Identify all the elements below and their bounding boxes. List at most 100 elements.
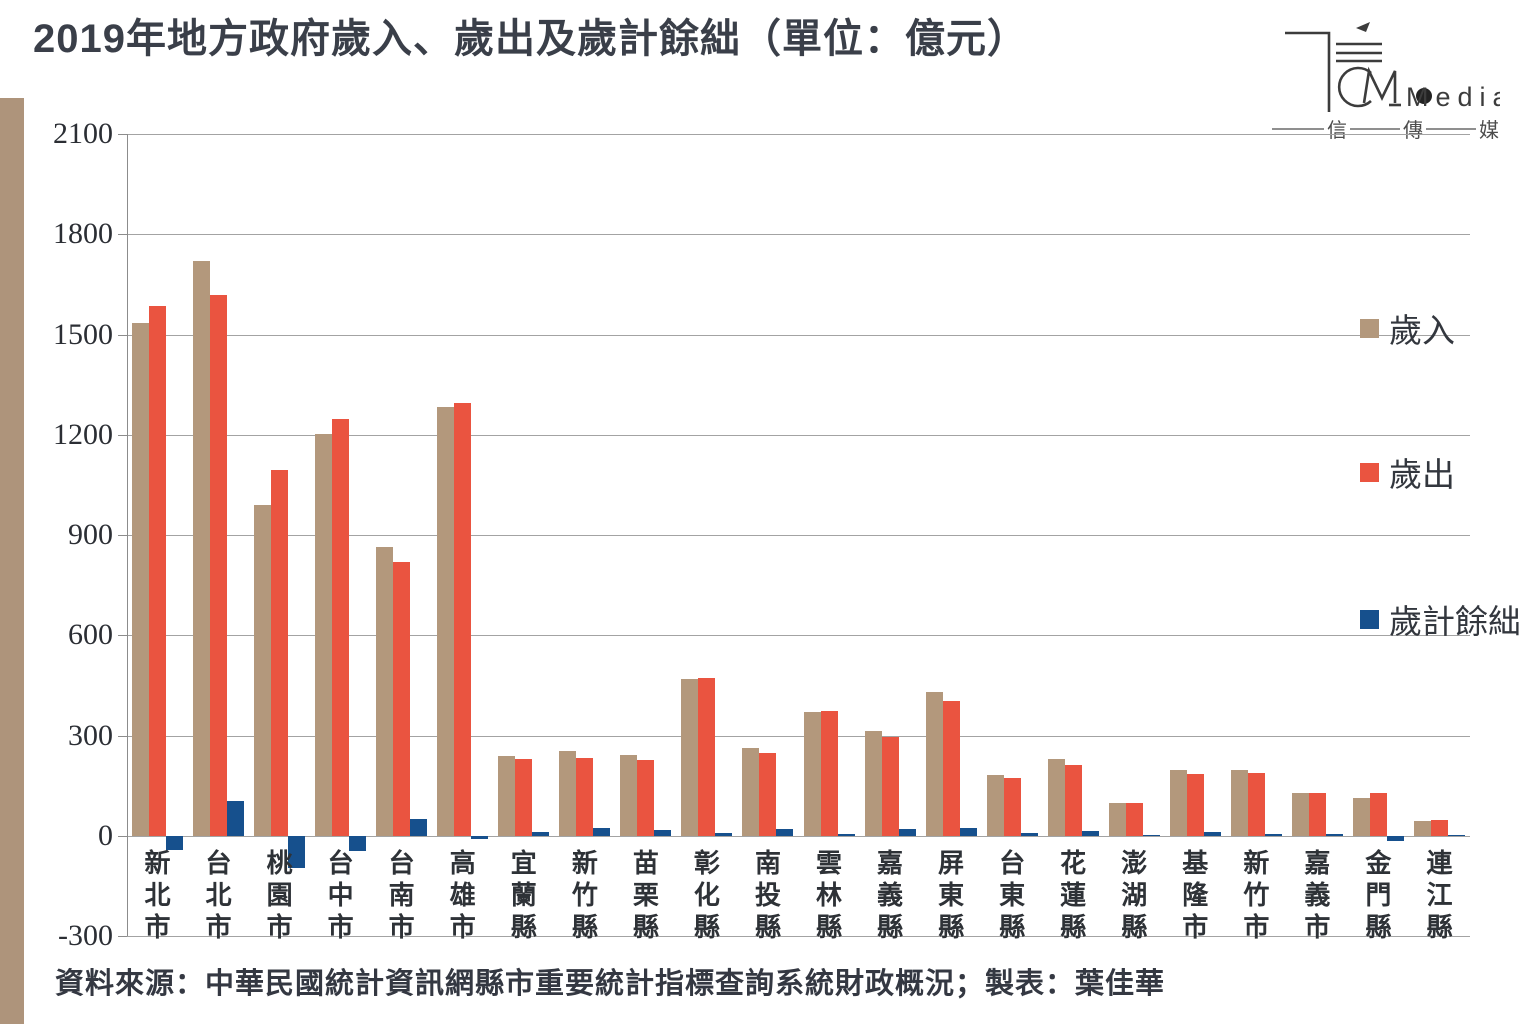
bar-歲入-連江縣 (1413, 820, 1431, 836)
bar-歲入-新北市 (132, 322, 150, 836)
x-label-金門縣: 金 門 縣 (1365, 847, 1392, 942)
gridline-300 (127, 735, 1470, 737)
bar-歲入-苗栗縣 (620, 754, 638, 836)
bar-歲入-新竹市 (1230, 769, 1248, 836)
y-tick-300 (118, 735, 127, 737)
legend-label-歲計餘絀: 歲計餘絀 (1389, 605, 1521, 641)
bar-歲入-台南市 (376, 546, 394, 836)
source-note: 資料來源：中華民國統計資訊網縣市重要統計指標查詢系統財政概況；製表：葉佳華 (55, 968, 1166, 1000)
x-label-南投縣: 南 投 縣 (754, 847, 781, 942)
gridline-2100 (127, 134, 1470, 135)
legend-item-歲入: 歲入 (1360, 309, 1455, 350)
x-label-連江縣: 連 江 縣 (1426, 847, 1453, 942)
cmedia-logo: Media 信 傳 媒 (1272, 8, 1508, 142)
chart-title: 2019年地方政府歲入、歲出及歲計餘絀（單位：億元） (33, 17, 1028, 61)
bar-歲計餘絀-新北市 (166, 835, 184, 850)
y-tick-2100 (118, 134, 127, 135)
x-label-屏東縣: 屏 東 縣 (938, 847, 965, 942)
x-label-新北市: 新 北 市 (144, 847, 171, 942)
bar-歲出-金門縣 (1369, 792, 1387, 836)
bar-歲出-宜蘭縣 (515, 758, 533, 836)
bar-歲出-彰化縣 (698, 678, 716, 836)
bar-歲出-苗栗縣 (637, 759, 655, 836)
y-tick-1500 (118, 334, 127, 336)
y-tick-label: 1500 (53, 317, 113, 351)
plot-area: 2100 1800 1500 1200 900 600 300 0 -300 新 北 市 台 北 市… (53, 117, 1521, 952)
bar-歲計餘絀-連江縣 (1447, 834, 1465, 836)
bar-歲出-南投縣 (759, 753, 777, 836)
logo-bracket-stroke (1285, 31, 1331, 112)
x-label-基隆市: 基 隆 市 (1182, 847, 1209, 942)
bar-歲出-基隆市 (1186, 773, 1204, 836)
legend-swatch-歲出 (1360, 462, 1379, 482)
logo-brand-text: Media (1406, 82, 1500, 112)
x-label-高雄市: 高 雄 市 (449, 847, 476, 942)
bar-歲入-高雄市 (437, 407, 455, 836)
bar-歲出-新竹縣 (576, 757, 594, 836)
bar-歲出-高雄市 (454, 403, 472, 836)
x-label-台南市: 台 南 市 (388, 847, 415, 942)
x-label-雲林縣: 雲 林 縣 (816, 847, 843, 942)
bar-歲入-南投縣 (742, 748, 760, 836)
bar-歲計餘絀-宜蘭縣 (532, 832, 550, 836)
bar-歲計餘絀-台北市 (227, 800, 245, 836)
legend-swatch-歲計餘絀 (1360, 609, 1379, 629)
bar-歲出-澎湖縣 (1125, 802, 1143, 836)
bar-歲出-屏東縣 (942, 700, 960, 836)
logo-c-glyph (1337, 66, 1372, 108)
bar-歲出-台南市 (393, 562, 411, 836)
legend-item-歲出: 歲出 (1360, 453, 1455, 494)
bar-歲入-宜蘭縣 (498, 756, 516, 836)
logo-flag (1356, 22, 1370, 32)
bar-歲入-台中市 (315, 433, 333, 836)
bar-歲計餘絀-台中市 (349, 835, 367, 851)
y-tick-1200 (118, 434, 127, 436)
gridline-1200 (127, 434, 1470, 436)
legend-item-歲計餘絀: 歲計餘絀 (1360, 600, 1521, 641)
gridline-0 (127, 835, 1470, 837)
x-label-新竹市: 新 竹 市 (1243, 847, 1270, 942)
y-tick-900 (118, 535, 127, 536)
x-label-宜蘭縣: 宜 蘭 縣 (510, 847, 537, 942)
gridline-1500 (127, 334, 1470, 336)
x-label-桃園市: 桃 園 市 (266, 847, 293, 942)
bar-歲入-台北市 (193, 260, 211, 836)
bar-歲計餘絀-屏東縣 (959, 828, 977, 836)
gridline-600 (127, 635, 1470, 637)
logo-cn-3: 媒 (1479, 119, 1499, 140)
bar-歲出-台北市 (210, 295, 228, 836)
bar-歲計餘絀-雲林縣 (837, 834, 855, 836)
bar-歲出-嘉義縣 (881, 736, 899, 836)
bar-歲入-嘉義縣 (864, 731, 882, 836)
bar-歲計餘絀-花蓮縣 (1081, 831, 1099, 836)
bar-歲計餘絀-高雄市 (471, 835, 489, 840)
y-tick-600 (118, 635, 127, 637)
bar-歲入-嘉義市 (1291, 792, 1309, 836)
left-accent-stripe (0, 98, 24, 1024)
bar-歲入-澎湖縣 (1108, 802, 1126, 836)
bar-歲計餘絀-台東縣 (1020, 833, 1038, 836)
x-label-彰化縣: 彰 化 縣 (693, 847, 720, 942)
bar-歲計餘絀-金門縣 (1386, 835, 1404, 841)
bar-歲出-雲林縣 (820, 711, 838, 836)
logo-dot (1416, 88, 1432, 104)
bar-歲出-花蓮縣 (1064, 764, 1082, 836)
bar-歲出-台東縣 (1003, 777, 1021, 836)
bar-歲計餘絀-彰化縣 (715, 833, 733, 836)
bar-歲入-台東縣 (986, 774, 1004, 836)
gridline-900 (127, 535, 1470, 536)
bar-歲計餘絀-桃園市 (288, 835, 306, 868)
y-tick--300 (118, 936, 127, 937)
logo-m-glyph (1362, 66, 1397, 104)
bar-歲計餘絀-台南市 (410, 818, 428, 836)
bar-歲入-雲林縣 (803, 711, 821, 836)
bar-歲入-彰化縣 (681, 678, 699, 836)
bar-歲出-桃園市 (271, 469, 289, 836)
bar-歲計餘絀-基隆市 (1203, 831, 1221, 836)
bar-歲計餘絀-嘉義市 (1325, 834, 1343, 836)
x-label-新竹縣: 新 竹 縣 (571, 847, 598, 942)
bar-歲計餘絀-新竹縣 (593, 828, 611, 836)
bar-歲入-屏東縣 (925, 692, 943, 836)
logo-cn-2: 傳 (1403, 119, 1423, 140)
bar-歲出-連江縣 (1430, 819, 1448, 836)
